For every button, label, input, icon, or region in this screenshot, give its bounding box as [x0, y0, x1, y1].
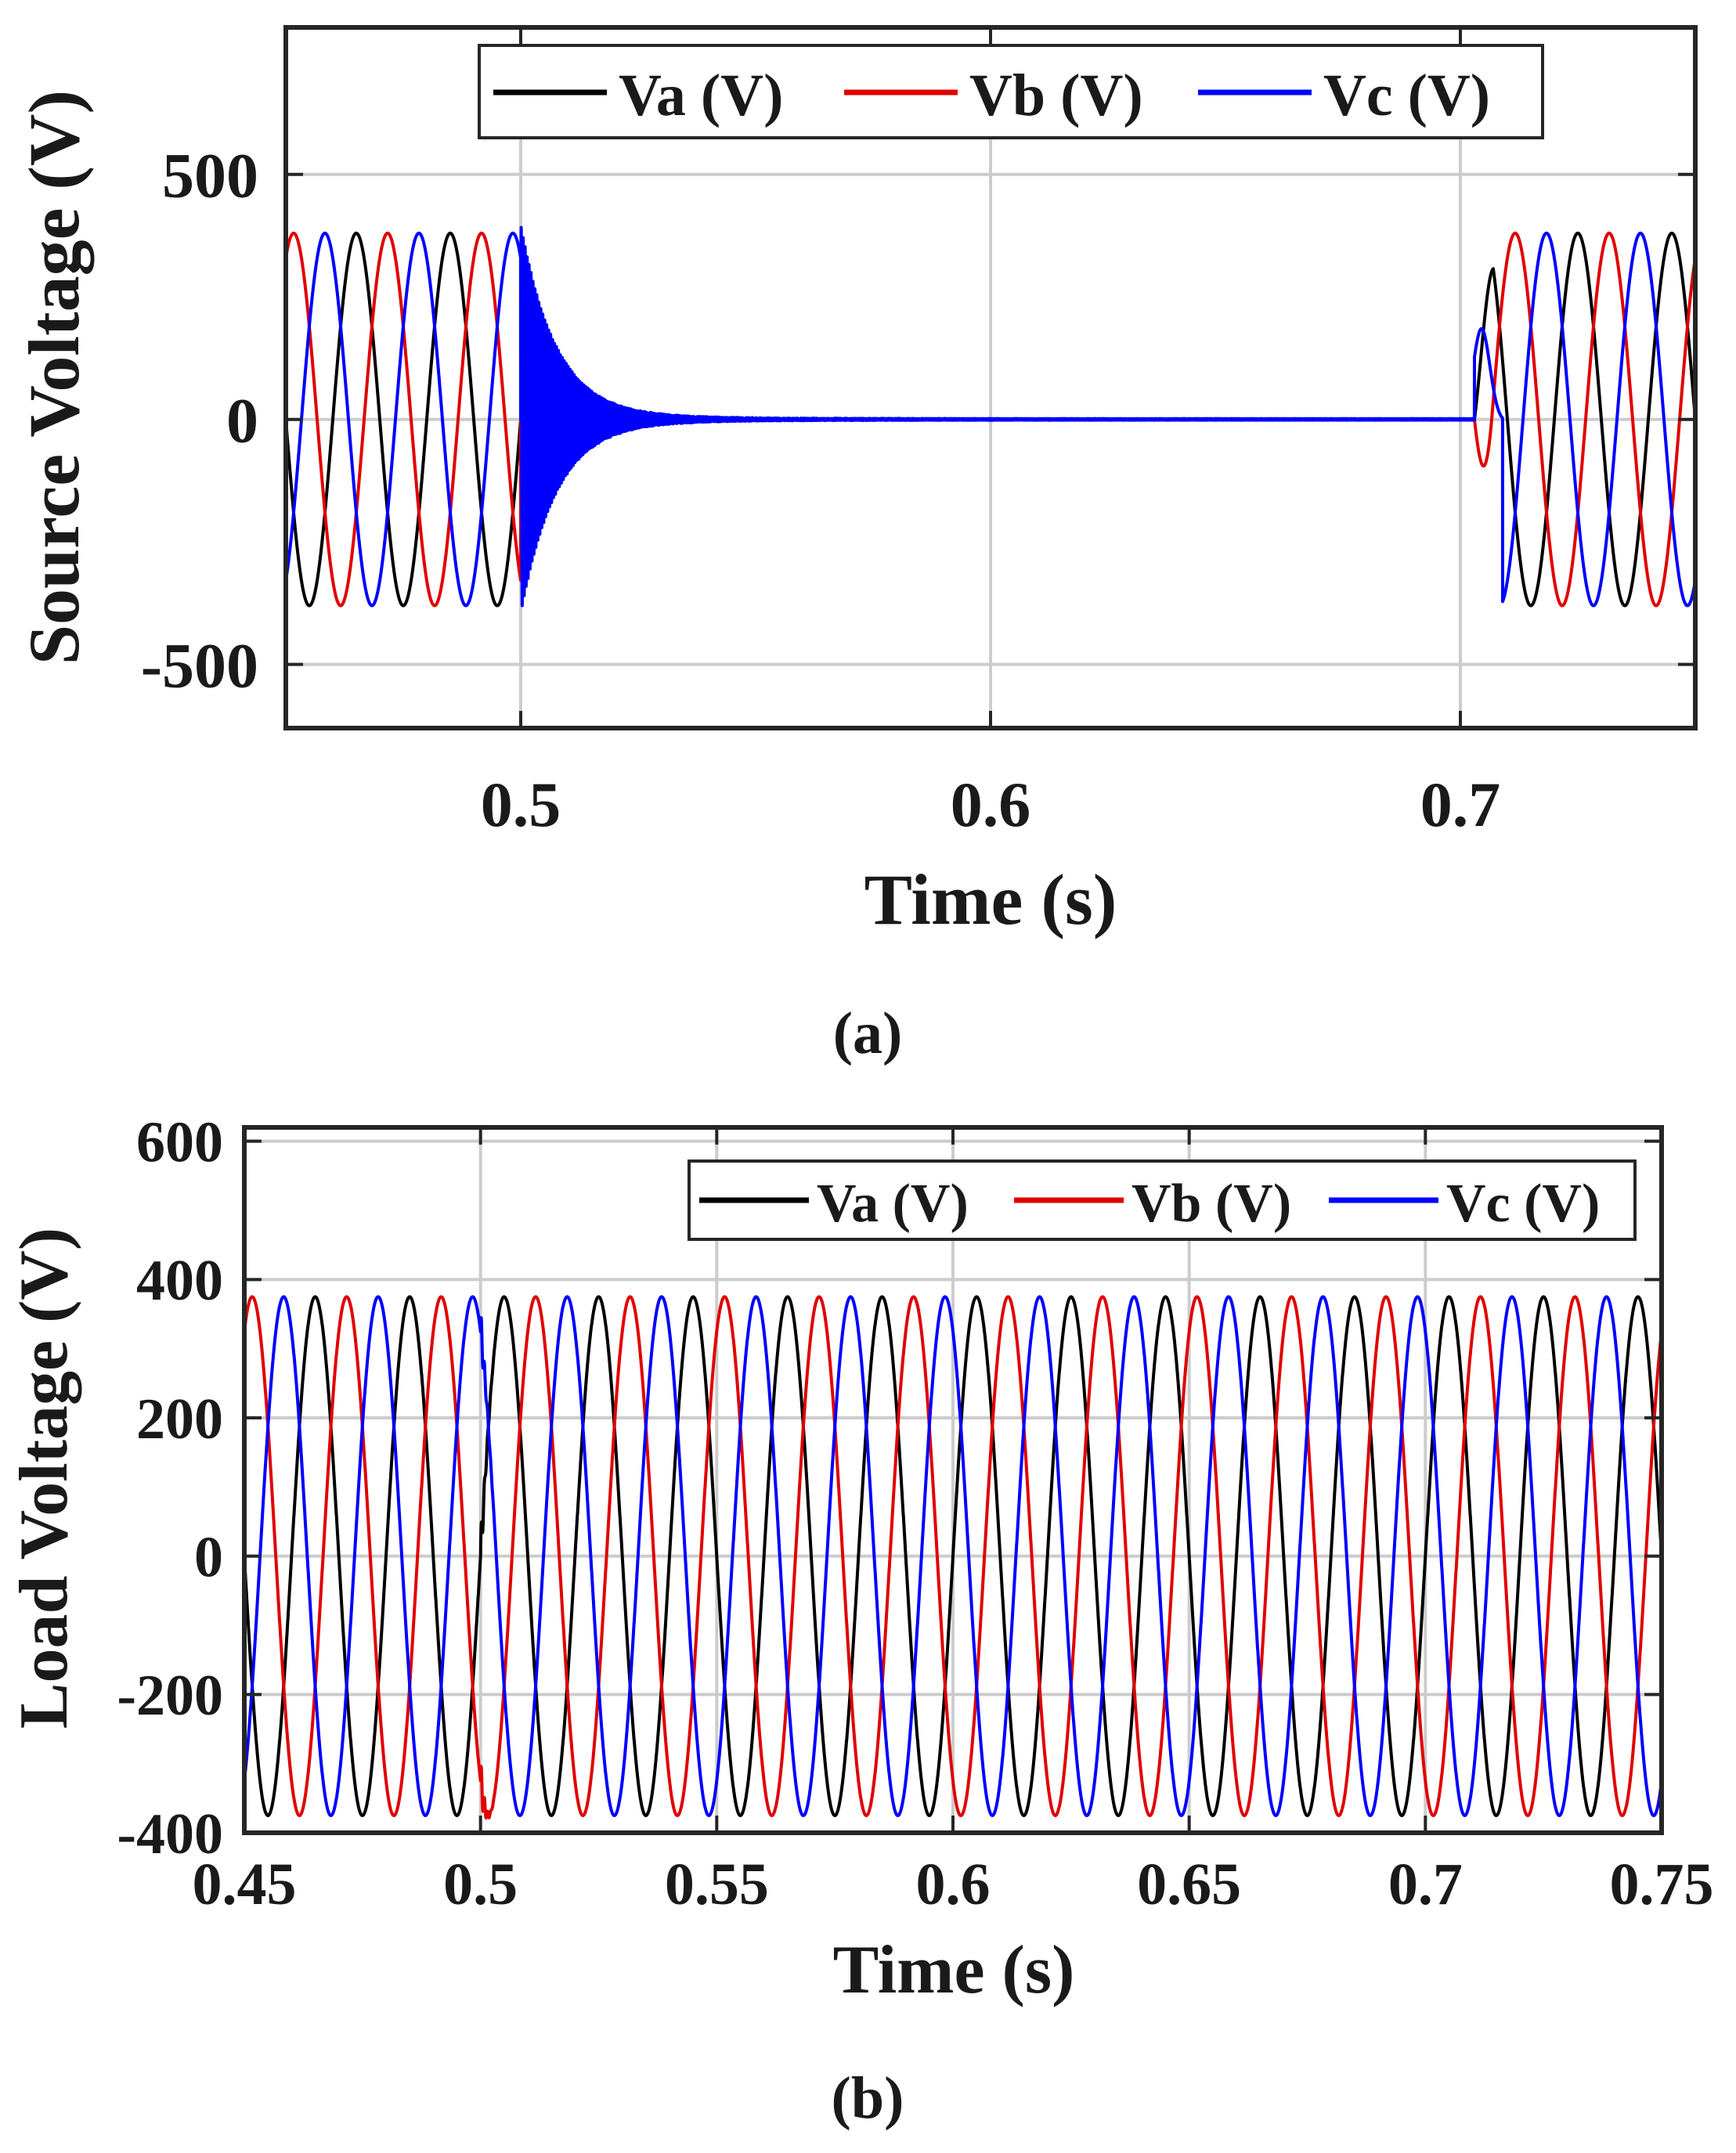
panel-a-ticks [286, 27, 1695, 728]
y-tick-label: 500 [162, 139, 258, 211]
y-tick-label: 600 [136, 1111, 223, 1175]
y-tick-label: -200 [117, 1664, 223, 1728]
panel-a-legend-label-va: Va (V) [619, 63, 783, 128]
panel-b-caption: (b) [832, 2065, 904, 2131]
panel-b-plot-area [244, 1295, 1662, 1820]
panel-a-x-axis-label: Time (s) [864, 860, 1117, 939]
x-tick-label: 0.7 [1420, 769, 1501, 840]
x-tick-label: 0.55 [665, 1852, 769, 1917]
panel-b-series-vc-line [244, 1295, 1662, 1817]
panel-b-load-voltage: 0.45 0.5 0.55 0.6 0.65 0.7 0.75 -400 -200 0 200 40… [6, 1111, 1714, 2131]
x-tick-label: 0.5 [481, 769, 561, 840]
panel-a-series-vc-line [286, 225, 1695, 608]
panel-b-ticks [243, 1127, 1663, 1834]
panel-b-y-tick-labels: -400 -200 0 200 400 600 [117, 1111, 223, 1866]
panel-b-y-axis-label: Load Voltage (V) [6, 1228, 82, 1729]
panel-a-legend-label-vc: Vc (V) [1323, 63, 1490, 128]
panel-a-x-tick-labels: 0.5 0.6 0.7 [481, 769, 1501, 840]
y-tick-label: 0 [194, 1526, 223, 1590]
y-tick-label: 400 [136, 1249, 223, 1313]
y-tick-label: -400 [117, 1802, 223, 1866]
panel-b-series-va-line [244, 1295, 1662, 1817]
x-tick-label: 0.6 [916, 1852, 991, 1917]
y-tick-label: 200 [136, 1387, 223, 1452]
panel-a-plot-area [286, 225, 1695, 608]
panel-b-caption-letter: b [851, 2065, 884, 2131]
panel-b-legend: Va (V) Vb (V) Vc (V) [688, 1159, 1637, 1241]
panel-a-legend-label-vb: Vb (V) [969, 63, 1143, 128]
x-tick-label: 0.5 [443, 1852, 518, 1917]
panel-b-legend-label-vb: Vb (V) [1131, 1174, 1291, 1234]
x-tick-label: 0.45 [193, 1852, 297, 1917]
panel-a-caption: (a) [833, 1001, 903, 1066]
panel-a-legend-box [478, 44, 1544, 139]
panel-b-legend-label-va: Va (V) [817, 1174, 969, 1234]
y-tick-label: 0 [226, 384, 258, 456]
x-tick-label: 0.75 [1610, 1852, 1714, 1917]
panel-b-legend-label-vc: Vc (V) [1446, 1174, 1600, 1234]
x-tick-label: 0.6 [951, 769, 1031, 840]
y-tick-label: -500 [141, 629, 258, 701]
panel-b-x-tick-labels: 0.45 0.5 0.55 0.6 0.65 0.7 0.75 [193, 1852, 1714, 1917]
panel-a-legend: Va (V) Vb (V) Vc (V) [478, 44, 1544, 139]
panel-a-y-tick-labels: -500 0 500 [141, 139, 258, 701]
panel-b-legend-box [688, 1159, 1637, 1241]
panel-b-series-vb-line [244, 1295, 1662, 1820]
panel-a-caption-letter: a [853, 1001, 882, 1066]
x-tick-label: 0.7 [1388, 1852, 1463, 1917]
panel-a-y-axis-label: Source Voltage (V) [14, 90, 94, 665]
panel-b-x-axis-label: Time (s) [833, 1932, 1075, 2008]
x-tick-label: 0.65 [1137, 1852, 1241, 1917]
